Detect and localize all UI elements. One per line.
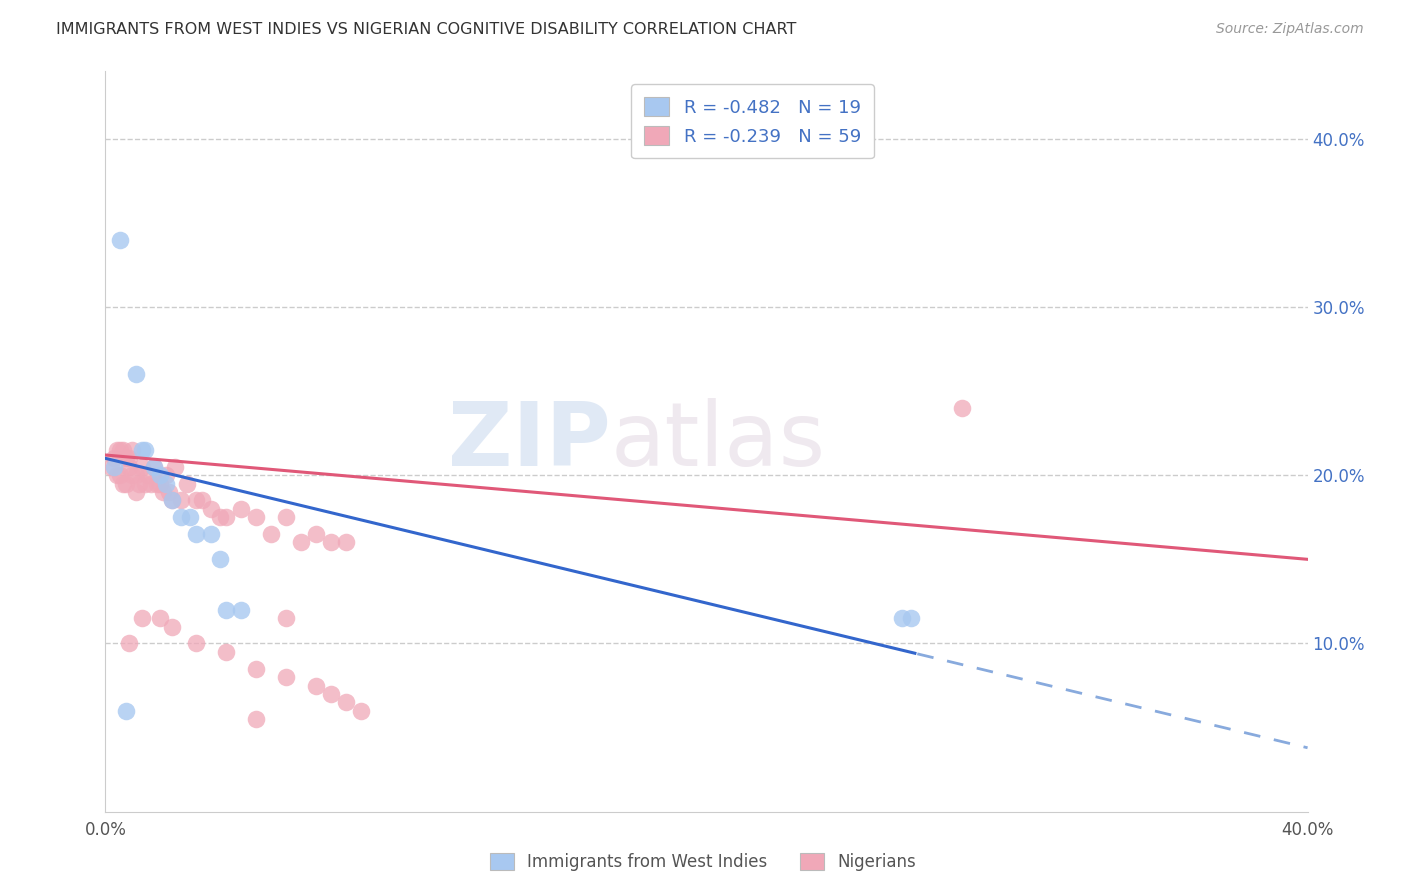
Point	[208, 552, 231, 566]
Text: IMMIGRANTS FROM WEST INDIES VS NIGERIAN COGNITIVE DISABILITY CORRELATION CHART: IMMIGRANTS FROM WEST INDIES VS NIGERIAN …	[56, 22, 797, 37]
Point	[148, 611, 170, 625]
Point	[121, 468, 143, 483]
Point	[214, 645, 236, 659]
Text: ZIP: ZIP	[447, 398, 610, 485]
Point	[160, 493, 183, 508]
Point	[134, 476, 156, 491]
Point	[274, 670, 297, 684]
Point	[157, 485, 180, 500]
Point	[148, 468, 170, 483]
Point	[350, 704, 373, 718]
Point	[274, 510, 297, 524]
Point	[134, 442, 156, 457]
Point	[245, 712, 267, 726]
Point	[335, 695, 357, 709]
Point	[115, 476, 138, 491]
Point	[148, 476, 170, 491]
Point	[319, 535, 342, 549]
Point	[900, 611, 922, 625]
Point	[200, 527, 222, 541]
Point	[139, 476, 162, 491]
Point	[103, 451, 125, 466]
Point	[169, 510, 191, 524]
Point	[131, 442, 153, 457]
Text: Source: ZipAtlas.com: Source: ZipAtlas.com	[1216, 22, 1364, 37]
Point	[890, 611, 912, 625]
Point	[100, 459, 122, 474]
Point	[112, 442, 135, 457]
Point	[152, 485, 174, 500]
Point	[305, 679, 328, 693]
Point	[245, 662, 267, 676]
Point	[121, 442, 143, 457]
Point	[118, 636, 141, 650]
Point	[950, 401, 973, 415]
Point	[229, 603, 252, 617]
Point	[131, 459, 153, 474]
Point	[103, 459, 125, 474]
Point	[179, 510, 201, 524]
Point	[136, 468, 159, 483]
Point	[200, 501, 222, 516]
Point	[214, 510, 236, 524]
Point	[112, 476, 135, 491]
Legend: Immigrants from West Indies, Nigerians: Immigrants from West Indies, Nigerians	[482, 845, 924, 880]
Point	[110, 233, 132, 247]
Point	[118, 451, 141, 466]
Point	[229, 501, 252, 516]
Point	[274, 611, 297, 625]
Point	[115, 451, 138, 466]
Point	[155, 468, 177, 483]
Point	[131, 611, 153, 625]
Point	[110, 442, 132, 457]
Point	[260, 527, 283, 541]
Point	[290, 535, 312, 549]
Point	[142, 459, 165, 474]
Point	[319, 687, 342, 701]
Point	[107, 442, 129, 457]
Point	[208, 510, 231, 524]
Point	[335, 535, 357, 549]
Point	[124, 485, 146, 500]
Point	[124, 368, 146, 382]
Point	[169, 493, 191, 508]
Point	[128, 476, 150, 491]
Point	[155, 476, 177, 491]
Point	[142, 459, 165, 474]
Legend: R = -0.482   N = 19, R = -0.239   N = 59: R = -0.482 N = 19, R = -0.239 N = 59	[631, 84, 873, 158]
Point	[160, 493, 183, 508]
Point	[160, 619, 183, 633]
Point	[115, 704, 138, 718]
Point	[118, 459, 141, 474]
Point	[184, 636, 207, 650]
Point	[110, 468, 132, 483]
Point	[184, 493, 207, 508]
Point	[145, 476, 167, 491]
Point	[163, 459, 186, 474]
Point	[245, 510, 267, 524]
Point	[184, 527, 207, 541]
Point	[124, 468, 146, 483]
Point	[305, 527, 328, 541]
Point	[107, 468, 129, 483]
Text: atlas: atlas	[610, 398, 825, 485]
Point	[214, 603, 236, 617]
Point	[190, 493, 212, 508]
Point	[176, 476, 198, 491]
